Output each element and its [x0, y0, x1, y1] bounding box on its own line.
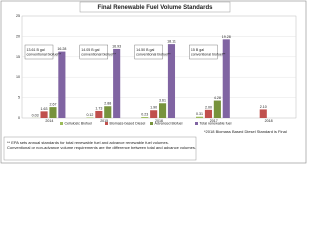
value-label: 0.31: [196, 112, 203, 116]
bar: [195, 116, 204, 118]
legend-label: Total renewable fuel: [200, 122, 232, 126]
bar: [95, 110, 103, 118]
bar: [49, 107, 57, 118]
y-tick-label: 20: [16, 34, 20, 38]
plot-area: [21, 15, 297, 119]
value-label: 2.67: [49, 103, 56, 107]
value-label: 1.90: [150, 106, 157, 110]
value-label: 4.28: [214, 96, 221, 100]
annotation: 13.61 B gal conventional biofuel**: [27, 48, 62, 57]
value-label: 2.10: [260, 105, 267, 109]
footnote: ** EPA sets annual standards for total r…: [7, 140, 196, 150]
annotation: 15 B gal conventional biofuel**: [191, 48, 226, 57]
legend-swatch: [60, 122, 63, 125]
footnote: *2018 Biomass Based Diesel Standard is F…: [204, 129, 287, 134]
value-label: 2.00: [205, 105, 212, 109]
bar: [104, 106, 112, 118]
bar: [150, 110, 158, 118]
x-tick-label: 2016: [155, 119, 163, 123]
bar: [113, 48, 121, 118]
legend-label: Advanced Biofuel: [155, 122, 183, 126]
annotation-box: [189, 44, 218, 60]
value-label: 2.88: [104, 102, 111, 106]
bar: [141, 117, 149, 118]
y-tick-label: 0: [18, 116, 20, 120]
legend-swatch: [150, 122, 153, 125]
annotation: 14.50 B gal conventional biofuel**: [136, 48, 171, 57]
annotation-box: [24, 44, 54, 60]
annotation: 14.05 B gal conventional biofuel**: [81, 48, 116, 57]
bar: [259, 109, 267, 118]
value-label: 1.63: [41, 107, 48, 111]
value-label: 3.61: [159, 99, 166, 103]
bar: [58, 51, 66, 118]
y-tick-label: 5: [18, 96, 20, 100]
value-label: 1.73: [95, 106, 102, 110]
chart-title: Final Renewable Fuel Volume Standards: [98, 5, 214, 11]
x-tick-label: 2018: [265, 119, 273, 123]
bar: [40, 111, 48, 118]
footnote-box: [3, 136, 197, 161]
value-label: 0.03: [32, 113, 39, 117]
y-tick-label: 25: [16, 14, 20, 18]
x-tick-label: 2014: [45, 119, 53, 123]
value-label: 19.28: [222, 35, 231, 39]
value-label: 18.11: [167, 40, 176, 44]
bar: [222, 39, 230, 118]
value-label: 16.93: [112, 44, 121, 48]
annotation-box: [134, 44, 163, 60]
bar: [213, 100, 221, 118]
title-box: [79, 1, 231, 13]
legend-swatch: [195, 122, 198, 125]
annotation-box: [79, 44, 109, 60]
x-tick-label: 2015: [100, 119, 108, 123]
legend-swatch: [105, 122, 108, 125]
y-tick-label: 10: [16, 75, 20, 79]
value-label: 0.23: [141, 113, 148, 117]
chart: Final Renewable Fuel Volume Standards 0 5…: [0, 0, 307, 164]
bar: [204, 109, 213, 118]
value-label: 16.28: [57, 47, 66, 51]
legend-label: Biomass-based Diesel: [110, 122, 146, 126]
value-label: 0.12: [86, 113, 93, 117]
bar: [167, 44, 176, 118]
y-tick-label: 15: [16, 55, 20, 59]
x-tick-label: 2017: [210, 119, 218, 123]
legend-label: Cellulosic Biofuel: [65, 122, 93, 126]
bar: [159, 103, 167, 118]
